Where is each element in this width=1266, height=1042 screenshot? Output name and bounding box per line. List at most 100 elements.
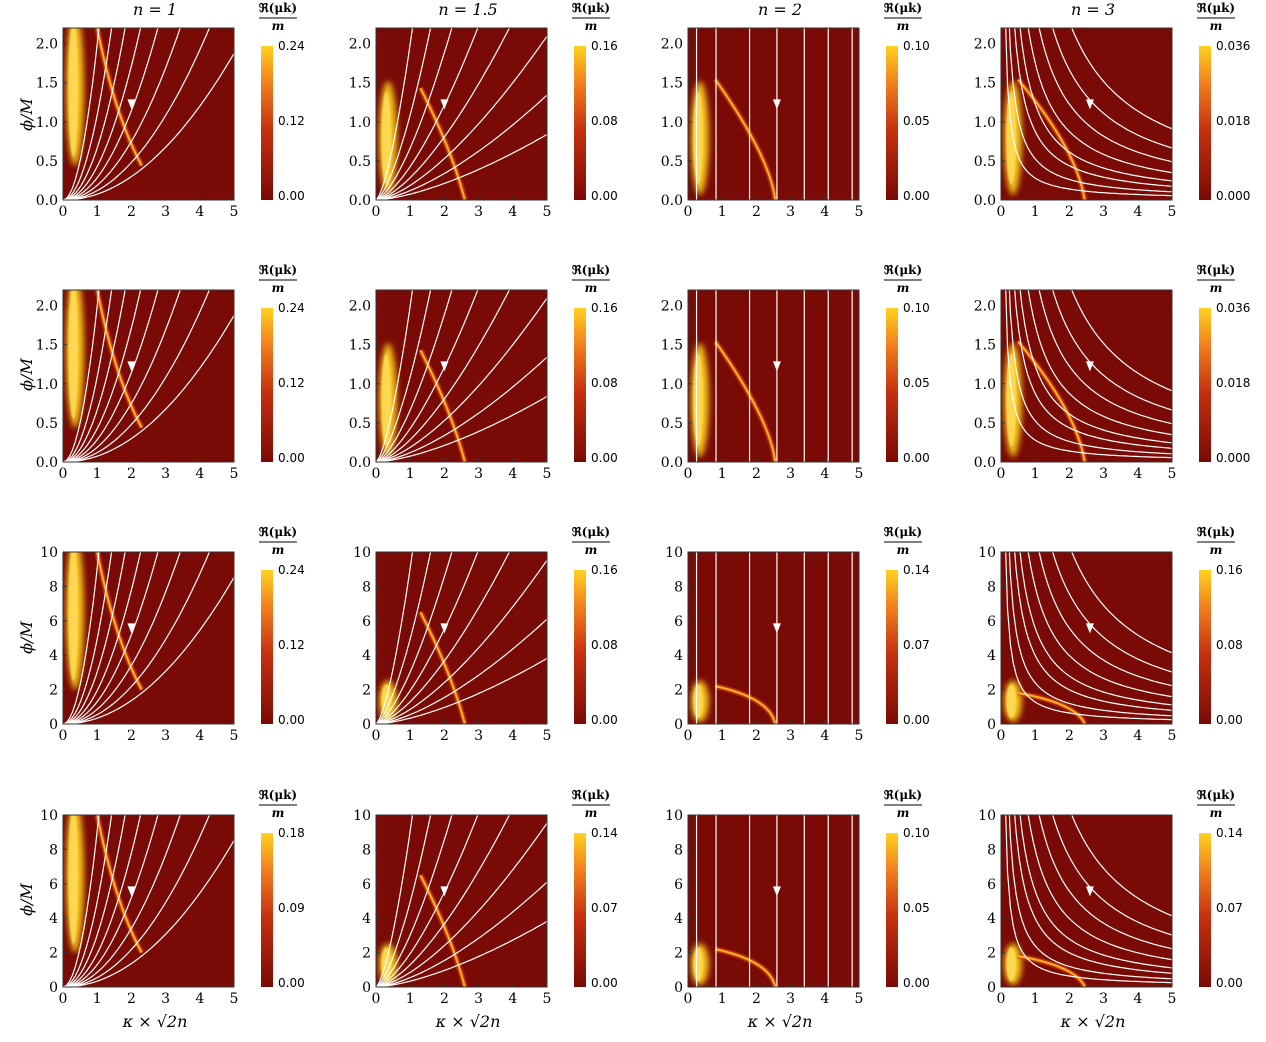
y-tick-label: 2 (674, 683, 683, 699)
streamline (1019, 552, 1172, 706)
resonance-band-core (714, 341, 777, 462)
colorbar-label-numerator: ℜ(μk) (884, 263, 922, 277)
flow-arrow (772, 361, 781, 372)
streamline (376, 28, 414, 200)
colorbar (886, 308, 898, 462)
y-tick-label: 6 (987, 614, 996, 630)
flow-arrow (1085, 99, 1094, 110)
y-tick-label: 2 (987, 683, 996, 699)
streamline (376, 35, 547, 200)
y-tick-label: 0.5 (349, 154, 371, 170)
x-axis-label-col3: κ × √2n (747, 1012, 813, 1031)
resonance-band-core (419, 87, 466, 200)
colorbar-label-numerator: ℜ(μk) (1197, 788, 1235, 802)
colorbar-label-numerator: ℜ(μk) (572, 525, 610, 539)
y-tick-label: 1.0 (349, 115, 371, 131)
colorbar-tick-label: 0.000 (1216, 451, 1250, 465)
x-axis-label-col4: κ × √2n (1060, 1012, 1126, 1031)
y-tick-label: 0.0 (661, 455, 683, 471)
colorbar-label-numerator: ℜ(μk) (1197, 1, 1235, 15)
heatmap-background (376, 815, 547, 987)
x-tick-label: 4 (820, 728, 829, 744)
streamline (1052, 28, 1172, 149)
colorbar-label-denominator: m (585, 543, 598, 557)
y-tick-label: 10 (40, 545, 58, 561)
streamlines (376, 815, 547, 987)
y-tick-label: 0.0 (349, 455, 371, 471)
streamline (63, 28, 159, 200)
y-tick-label: 2 (49, 946, 58, 962)
heatmap-panel: 0 1 2 3 4 5 0.0 0.5 1.0 1.5 2.0 ℜ(μk) m 0.16 0.08 0.00 (349, 263, 618, 482)
colorbar-tick-label: 0.05 (903, 376, 930, 390)
x-tick-label: 2 (127, 466, 136, 482)
colorbar (1199, 308, 1211, 462)
plot-frame (375, 814, 548, 988)
x-tick-label: 5 (855, 466, 864, 482)
y-tick-label: 6 (987, 877, 996, 893)
streamline (1014, 815, 1172, 974)
x-tick-label: 5 (1168, 728, 1177, 744)
colorbar-tick-label: 0.00 (903, 713, 930, 727)
streamlines (376, 28, 547, 200)
colorbar (1199, 46, 1211, 200)
streamline (376, 815, 414, 987)
column-title-n1.5: n = 1.5 (438, 0, 498, 19)
y-tick-label: 8 (362, 842, 371, 858)
plot-frame (687, 27, 860, 201)
column-title-n3: n = 3 (1070, 0, 1116, 19)
plot-frame (1000, 289, 1173, 463)
y-tick-label: 1.5 (349, 338, 371, 354)
y-tick-label: 0.0 (349, 193, 371, 209)
streamline (376, 28, 511, 200)
streamline (63, 815, 126, 987)
y-tick-label: 2 (987, 946, 996, 962)
x-tick-label: 3 (474, 991, 483, 1007)
plot-frame (687, 289, 860, 463)
y-tick-label: 1.0 (661, 115, 683, 131)
colorbar-label-denominator: m (1210, 19, 1223, 33)
x-tick-label: 1 (718, 728, 727, 744)
resonance-band-core (1017, 955, 1086, 987)
heatmap-panel: 0 1 2 3 4 5 0.0 0.5 1.0 1.5 2.0 ℜ(μk) m 0.10 0.05 0.00 (661, 1, 930, 220)
x-tick-label: 2 (127, 204, 136, 220)
y-tick-label: 0.5 (661, 154, 683, 170)
y-tick-label: 0.0 (661, 193, 683, 209)
streamline (376, 815, 479, 987)
y-tick-label: 4 (362, 648, 371, 664)
streamline (63, 28, 211, 200)
y-tick-label: 1.0 (974, 115, 996, 131)
y-tick-label: 10 (40, 808, 58, 824)
streamline (376, 552, 414, 724)
streamline (1071, 290, 1172, 392)
plot-frame (1000, 814, 1173, 988)
x-tick-label: 2 (440, 728, 449, 744)
colorbar (1199, 833, 1211, 987)
y-tick-label: 0.5 (349, 416, 371, 432)
x-tick-label: 3 (474, 204, 483, 220)
colorbar-tick-label: 0.07 (591, 901, 618, 915)
x-tick-label: 5 (230, 466, 239, 482)
colorbar-tick-label: 0.05 (903, 114, 930, 128)
x-tick-label: 0 (684, 204, 693, 220)
y-tick-label: 10 (665, 545, 683, 561)
streamline (63, 815, 113, 987)
x-tick-label: 2 (752, 466, 761, 482)
y-tick-label: 8 (674, 579, 683, 595)
streamline (1038, 290, 1172, 425)
streamline (1014, 552, 1172, 711)
x-tick-label: 0 (684, 466, 693, 482)
y-tick-label: 4 (987, 911, 996, 927)
instability-core (1006, 353, 1017, 447)
heatmap-panel: 0 1 2 3 4 5 0 2 4 6 8 10 ℜ(μk) m 0.16 0.08 0.00 (353, 525, 618, 744)
heatmap-background (1001, 815, 1172, 987)
colorbar-label-denominator: m (897, 281, 910, 295)
x-tick-label: 0 (59, 204, 68, 220)
x-tick-label: 1 (718, 991, 727, 1007)
colorbar-tick-label: 0.00 (591, 189, 618, 203)
flow-arrow (772, 623, 781, 634)
streamline (376, 815, 511, 987)
heatmap-background (1001, 552, 1172, 724)
heatmap-background (376, 552, 547, 724)
streamline (63, 290, 181, 462)
streamline (63, 314, 234, 462)
